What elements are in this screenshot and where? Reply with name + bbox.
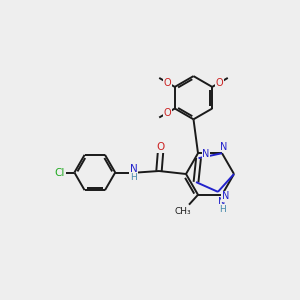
Text: N: N <box>222 191 229 201</box>
Text: N: N <box>202 149 210 159</box>
Text: O: O <box>215 78 223 88</box>
Text: CH₃: CH₃ <box>175 207 191 216</box>
Text: N: N <box>130 164 138 175</box>
Text: O: O <box>164 108 172 118</box>
Text: H: H <box>130 172 137 182</box>
Text: O: O <box>156 142 165 152</box>
Text: Cl: Cl <box>55 167 65 178</box>
Text: N: N <box>220 142 227 152</box>
Text: N: N <box>218 197 226 207</box>
Text: O: O <box>164 78 172 88</box>
Text: H: H <box>219 205 225 214</box>
